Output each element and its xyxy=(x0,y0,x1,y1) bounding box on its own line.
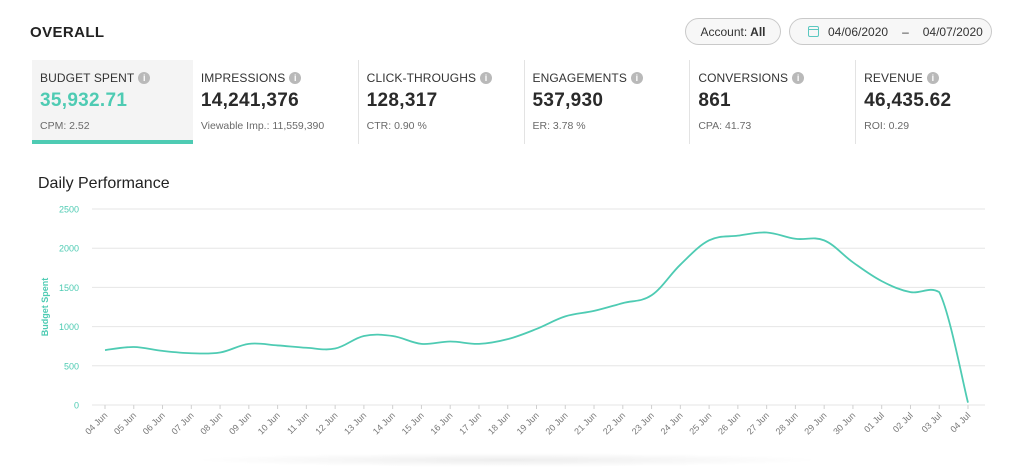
x-tick-label: 27 Jun xyxy=(745,410,771,436)
kpi-value: 861 xyxy=(698,90,731,111)
kpi-subvalue: CTR: 0.90 % xyxy=(366,120,427,132)
kpi-value: 128,317 xyxy=(366,90,438,111)
x-tick-label: 06 Jun xyxy=(141,410,167,436)
x-tick-label: 10 Jun xyxy=(256,410,282,436)
y-tick-label: 500 xyxy=(64,361,79,371)
x-tick-label: 13 Jun xyxy=(342,410,368,436)
kpi-row: BUDGET SPENT i 35,932.71 CPM: 2.52 IMPRES… xyxy=(32,60,1022,144)
x-tick-label: 12 Jun xyxy=(313,410,339,436)
x-tick-label: 26 Jun xyxy=(716,410,742,436)
series-line xyxy=(104,231,969,403)
x-tick-label: 19 Jun xyxy=(515,410,541,436)
daily-performance-chart: 0 500 1000 1500 2000 2500 Budget Spent 04 Jun 05… xyxy=(40,205,985,437)
kpi-label: BUDGET SPENT xyxy=(40,71,135,85)
page-title: OVERALL xyxy=(30,24,105,41)
y-axis-label: Budget Spent xyxy=(40,278,50,337)
x-tick-label: 05 Jun xyxy=(112,410,138,436)
x-tick-label: 03 Jul xyxy=(920,410,944,434)
kpi-subvalue: ROI: 0.29 xyxy=(864,120,910,132)
x-tick-label: 30 Jun xyxy=(831,410,857,436)
x-tick-label: 21 Jun xyxy=(572,410,598,436)
kpi-conversions[interactable]: CONVERSIONS i 861 CPA: 41.73 xyxy=(690,60,857,144)
x-tick-label: 25 Jun xyxy=(687,410,713,436)
x-tick-label: 09 Jun xyxy=(227,410,253,436)
info-icon[interactable]: i xyxy=(289,72,302,84)
x-tick-label: 17 Jun xyxy=(457,410,483,436)
x-tick-label: 11 Jun xyxy=(285,410,311,436)
x-tick-label: 24 Jun xyxy=(659,410,685,436)
kpi-label: ENGAGEMENTS xyxy=(532,71,627,85)
info-icon[interactable]: i xyxy=(138,72,151,84)
account-value: All xyxy=(750,24,766,39)
account-label: Account: xyxy=(700,24,748,39)
y-tick-label: 2000 xyxy=(59,244,79,254)
info-icon[interactable]: i xyxy=(792,72,805,84)
x-tick-label: 14 Jun xyxy=(371,410,397,436)
kpi-subvalue: ER: 3.78 % xyxy=(532,120,586,132)
y-tick-label: 1000 xyxy=(59,322,79,332)
info-icon[interactable]: i xyxy=(480,72,493,84)
x-tick-label: 22 Jun xyxy=(601,410,627,436)
chart-title: Daily Performance xyxy=(38,175,170,192)
kpi-budget-spent[interactable]: BUDGET SPENT i 35,932.71 CPM: 2.52 xyxy=(32,60,193,144)
date-from: 04/06/2020 xyxy=(828,24,889,39)
kpi-click-throughs[interactable]: CLICK-THROUGHS i 128,317 CTR: 0.90 % xyxy=(359,60,525,144)
kpi-subvalue: Viewable Imp.: 11,559,390 xyxy=(200,120,325,132)
x-tick-label: 18 Jun xyxy=(486,410,512,436)
kpi-subvalue: CPM: 2.52 xyxy=(40,120,90,132)
account-selector[interactable]: Account: All xyxy=(685,18,781,45)
date-range-picker[interactable]: 04/06/2020 – 04/07/2020 xyxy=(789,18,992,45)
kpi-subvalue: CPA: 41.73 xyxy=(698,120,752,132)
x-tick-label: 07 Jun xyxy=(170,410,196,436)
y-tick-label: 1500 xyxy=(59,283,79,293)
kpi-label: CONVERSIONS xyxy=(698,71,789,85)
x-tick-label: 04 Jul xyxy=(948,410,972,434)
date-to: 04/07/2020 xyxy=(922,24,983,39)
x-tick-label: 20 Jun xyxy=(543,410,569,436)
x-tick-label: 02 Jul xyxy=(891,410,915,434)
kpi-impressions[interactable]: IMPRESSIONS i 14,241,376 Viewable Imp.: 1… xyxy=(193,60,359,144)
kpi-label: CLICK-THROUGHS xyxy=(366,71,477,85)
info-icon[interactable]: i xyxy=(630,72,643,84)
y-tick-label: 2500 xyxy=(59,205,79,215)
kpi-value: 14,241,376 xyxy=(200,90,299,111)
kpi-value: 46,435.62 xyxy=(864,90,952,111)
x-tick-label: 04 Jun xyxy=(83,410,109,436)
kpi-value: 537,930 xyxy=(532,90,604,111)
x-tick-label: 29 Jun xyxy=(802,410,828,436)
x-tick-label: 28 Jun xyxy=(774,410,800,436)
kpi-revenue[interactable]: REVENUE i 46,435.62 ROI: 0.29 xyxy=(856,60,1022,144)
x-tick-label: 08 Jun xyxy=(198,410,224,436)
kpi-engagements[interactable]: ENGAGEMENTS i 537,930 ER: 3.78 % xyxy=(525,60,691,144)
scroll-shadow xyxy=(190,453,824,467)
x-tick-label: 01 Jul xyxy=(862,410,886,434)
x-tick-label: 15 Jun xyxy=(400,410,426,436)
x-tick-label: 16 Jun xyxy=(428,410,454,436)
info-icon[interactable]: i xyxy=(926,72,939,84)
date-separator: – xyxy=(902,24,909,39)
kpi-label: IMPRESSIONS xyxy=(200,71,286,85)
calendar-icon xyxy=(808,26,819,37)
kpi-label: REVENUE xyxy=(864,71,923,85)
x-tick-label: 23 Jun xyxy=(630,410,656,436)
kpi-value: 35,932.71 xyxy=(40,90,128,111)
y-tick-label: 0 xyxy=(74,401,79,411)
